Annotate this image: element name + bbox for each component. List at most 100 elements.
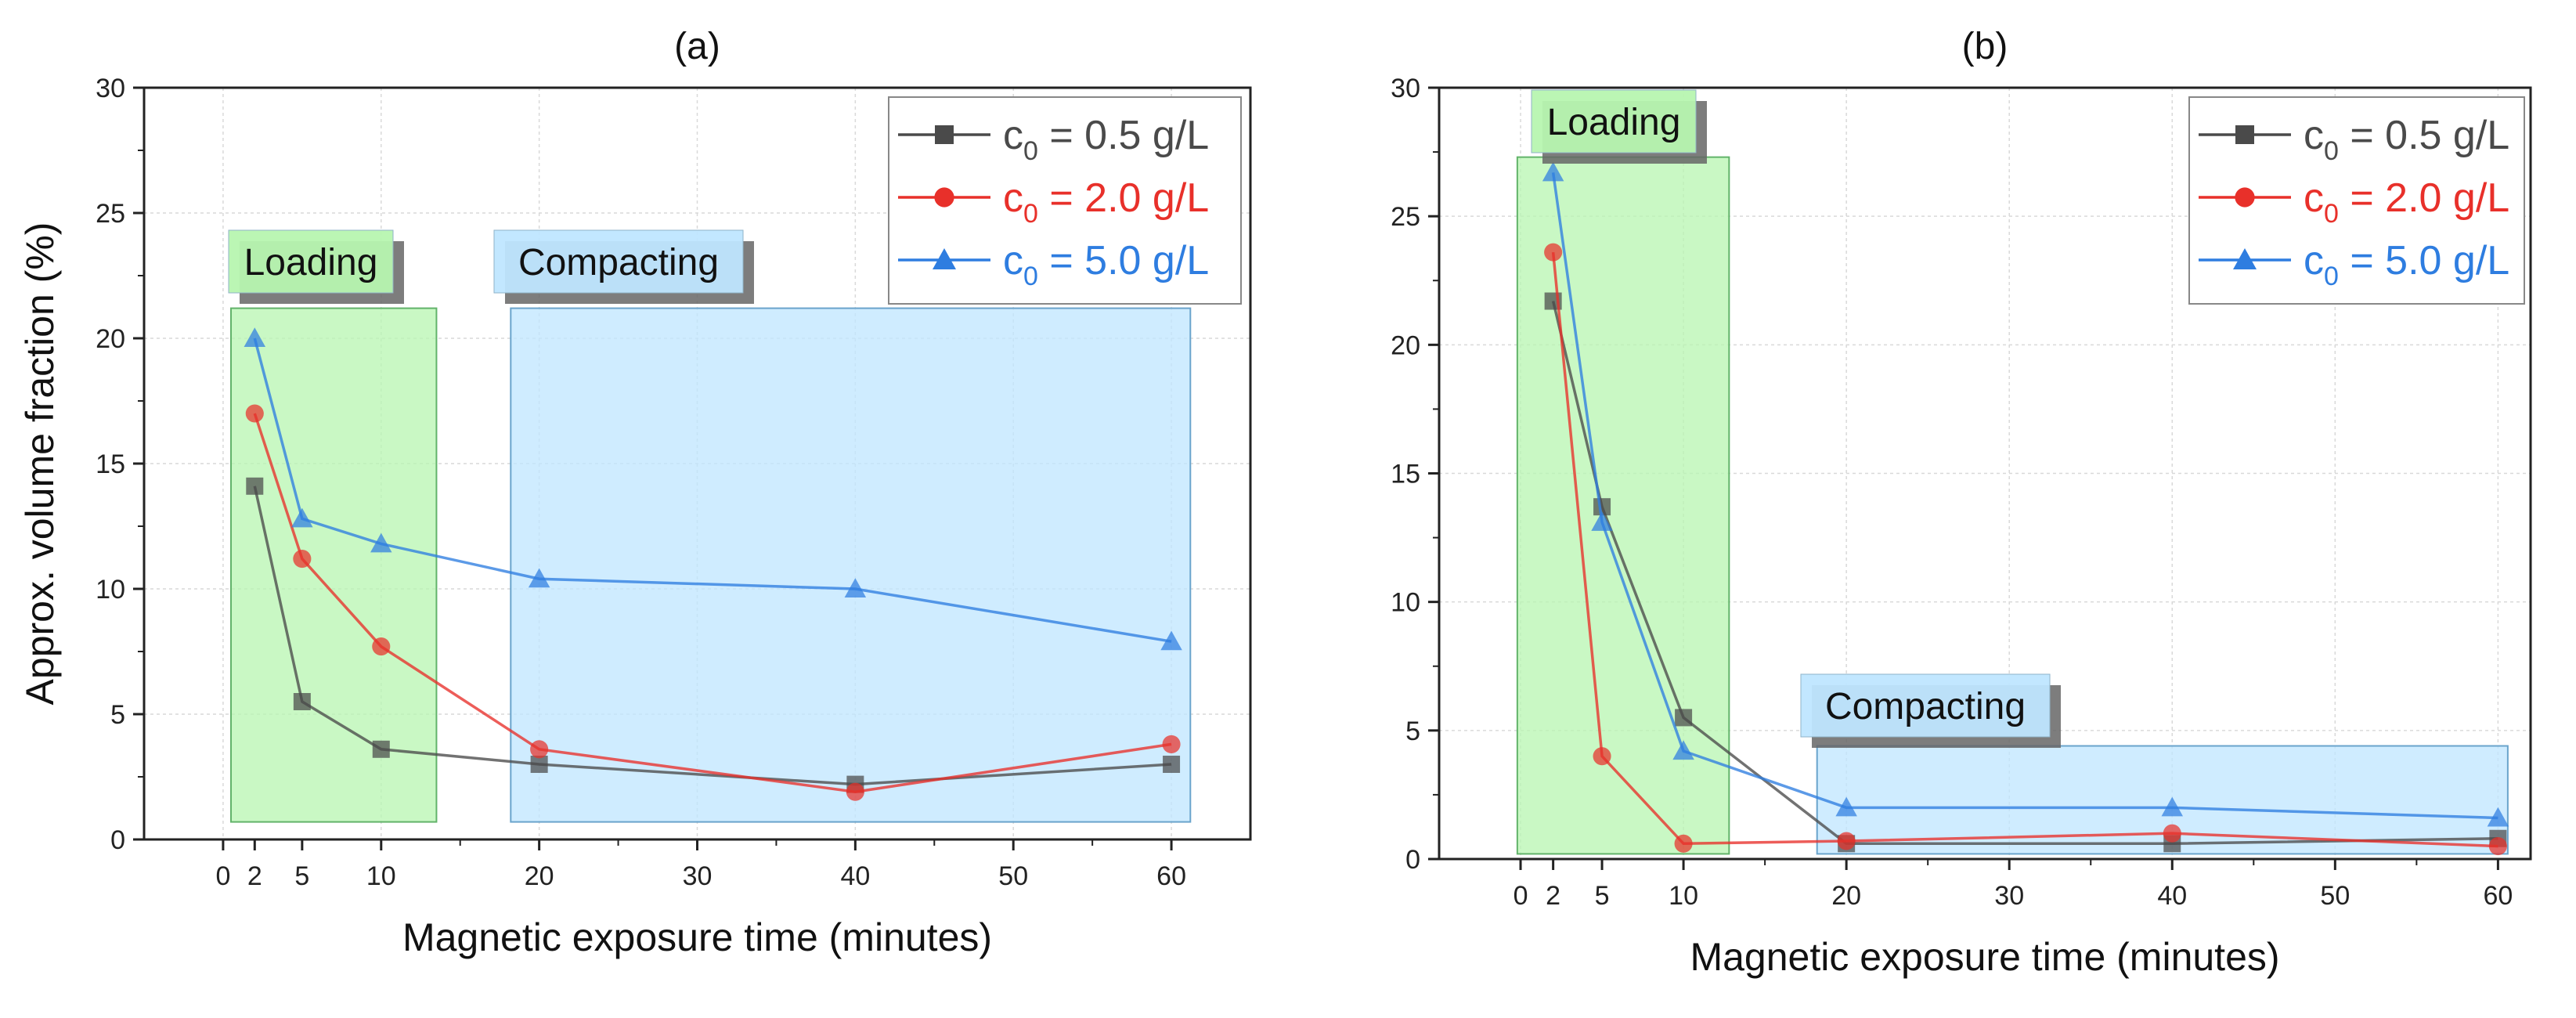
- legend-rest: = 2.0 g/L: [2339, 175, 2509, 221]
- legend-rest: = 2.0 g/L: [1038, 175, 1209, 221]
- legend-entry: c0 = 0.5 g/L: [2304, 113, 2509, 166]
- data-point: [1160, 630, 1182, 651]
- region-loading: [230, 307, 438, 823]
- legend-rest: = 0.5 g/L: [2339, 113, 2509, 158]
- data-point: [370, 532, 392, 553]
- series-c0-2.0: [1544, 243, 2507, 856]
- series-c0-5.0: [244, 327, 1182, 651]
- region-label-compacting: Compacting: [1800, 673, 2061, 748]
- y-tick-label: 30: [96, 74, 125, 103]
- label-box: [1800, 673, 2051, 738]
- series-line: [1551, 251, 2498, 848]
- legend: c0 = 0.5 g/Lc0 = 2.0 g/Lc0 = 5.0 g/L: [2188, 96, 2525, 305]
- data-point: [244, 327, 266, 347]
- x-tick-label: 50: [998, 861, 1028, 891]
- x-tick-label: 30: [683, 861, 713, 891]
- data-point: [1163, 756, 1181, 773]
- region-label-text: Compacting: [518, 242, 719, 283]
- series-line: [253, 486, 1172, 786]
- legend-entry: c0 = 5.0 g/L: [1003, 238, 1209, 291]
- y-tick-label: 20: [96, 324, 125, 354]
- data-point: [846, 782, 864, 801]
- legend-marker: [2235, 125, 2254, 144]
- data-point: [844, 578, 867, 597]
- data-point: [1835, 796, 1857, 817]
- y-tick-label: 30: [1391, 74, 1420, 103]
- region-label-text: Loading: [1547, 102, 1681, 143]
- legend-main: c: [2304, 175, 2324, 221]
- y-axis-title: Approx. volume fraction (%): [18, 222, 62, 706]
- x-tick-label: 60: [1156, 861, 1186, 891]
- data-point: [1837, 832, 1856, 850]
- data-point: [2487, 807, 2509, 827]
- x-tick-label: 5: [294, 861, 309, 891]
- data-point: [245, 404, 264, 423]
- x-axis: 0 2 5 10 20 30 40 50 60: [215, 839, 1186, 891]
- x-tick-label: 20: [1831, 881, 1861, 911]
- region-compacting: [510, 307, 1192, 823]
- legend-marker: [2233, 248, 2257, 269]
- legend-main: c: [1003, 175, 1023, 221]
- region-label-text: Compacting: [1825, 686, 2026, 727]
- legend-entry: c0 = 2.0 g/L: [2304, 175, 2509, 229]
- legend: c0 = 0.5 g/Lc0 = 2.0 g/Lc0 = 5.0 g/L: [888, 96, 1242, 305]
- data-point: [1672, 740, 1694, 760]
- x-axis: 0 2 5 10 20 30 40 50 60: [1513, 859, 2513, 911]
- x-tick-label: 40: [2157, 881, 2187, 911]
- legend-sub: 0: [2324, 262, 2339, 291]
- data-point: [528, 568, 550, 588]
- data-point: [1162, 735, 1181, 753]
- y-tick-label: 0: [1405, 845, 1420, 875]
- region-label-loading: Loading: [1531, 89, 1707, 164]
- x-tick-label: 0: [215, 861, 230, 891]
- legend-marker: [934, 187, 954, 208]
- legend-sub: 0: [1023, 262, 1038, 291]
- region-label-compacting: Compacting: [493, 229, 754, 304]
- y-axis: 0 5 10 15 20 25 30: [96, 74, 144, 855]
- x-tick-label: 10: [1669, 881, 1698, 911]
- data-point: [1675, 709, 1693, 727]
- x-tick-label: 40: [840, 861, 870, 891]
- y-tick-label: 5: [110, 700, 125, 730]
- x-tick-label: 10: [366, 861, 396, 891]
- x-axis-title: Magnetic exposure time (minutes): [1690, 935, 2279, 979]
- y-tick-label: 5: [1405, 717, 1420, 746]
- series-c0-2.0: [245, 404, 1181, 801]
- series-c0-5.0: [1542, 161, 2509, 827]
- y-tick-label: 15: [1391, 460, 1420, 489]
- legend-sub: 0: [2324, 199, 2339, 229]
- label-box: [1531, 89, 1697, 153]
- x-tick-label: 5: [1595, 881, 1610, 911]
- legend-sub: 0: [1023, 199, 1038, 229]
- series-line: [253, 413, 1172, 793]
- legend-sub: 0: [1023, 136, 1038, 166]
- legend-marker: [2235, 187, 2255, 208]
- panel-title: (b): [1962, 26, 2008, 67]
- data-point: [372, 637, 391, 656]
- data-point: [1591, 511, 1613, 531]
- data-point: [1674, 834, 1693, 853]
- legend-entry: c0 = 5.0 g/L: [2304, 238, 2509, 291]
- x-tick-label: 30: [1994, 881, 2024, 911]
- legend-sub: 0: [2324, 136, 2339, 166]
- legend-rest: = 5.0 g/L: [1038, 238, 1209, 283]
- series-line: [1551, 172, 2498, 820]
- data-point: [2163, 824, 2181, 843]
- legend-marker: [935, 125, 954, 144]
- label-box: [228, 229, 394, 294]
- region-loading: [1516, 156, 1730, 855]
- x-tick-label: 50: [2320, 881, 2350, 911]
- y-tick-label: 25: [96, 199, 125, 229]
- data-point: [1544, 243, 1563, 262]
- data-point: [530, 756, 548, 773]
- legend-rest: = 5.0 g/L: [2339, 238, 2509, 283]
- legend-entry: c0 = 0.5 g/L: [1003, 113, 1209, 166]
- y-tick-label: 10: [1391, 588, 1420, 618]
- data-point: [372, 740, 390, 758]
- legend-rest: = 0.5 g/L: [1038, 113, 1209, 158]
- x-tick-label: 60: [2483, 881, 2513, 911]
- y-tick-label: 20: [1391, 330, 1420, 360]
- data-point: [1542, 161, 1564, 182]
